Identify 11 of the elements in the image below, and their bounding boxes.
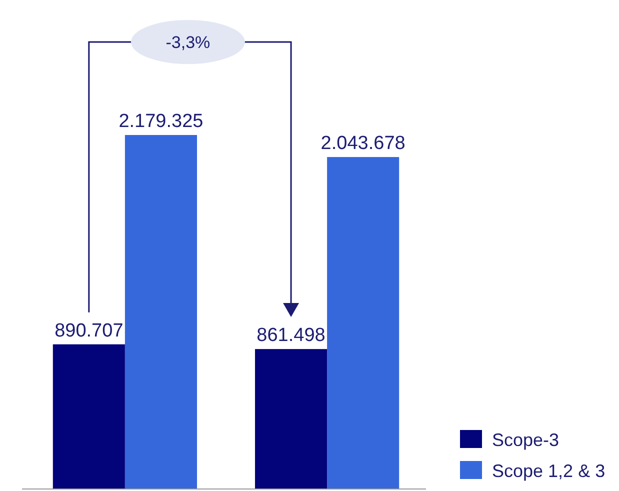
bar bbox=[327, 157, 400, 489]
bar bbox=[255, 349, 328, 489]
legend-label: Scope-3 bbox=[492, 430, 560, 450]
text: -3,3% bbox=[166, 33, 210, 52]
data-label: 861.498 bbox=[256, 325, 326, 346]
data-label: 2.043.678 bbox=[320, 133, 406, 154]
legend-label: Scope 1,2 & 3 bbox=[492, 461, 606, 481]
data-label: 890.707 bbox=[54, 320, 124, 342]
bar bbox=[124, 135, 197, 489]
bar bbox=[52, 344, 125, 489]
data-label: 2.179.325 bbox=[118, 111, 204, 132]
